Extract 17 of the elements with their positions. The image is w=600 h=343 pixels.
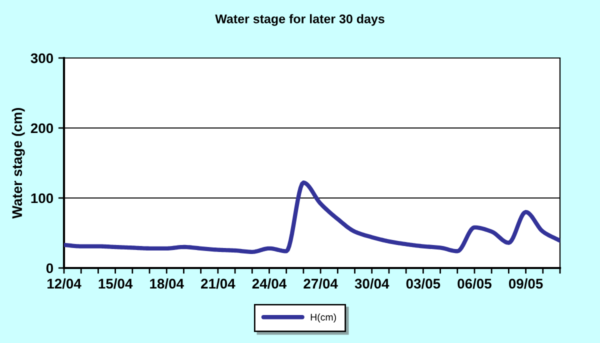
x-tick-label: 21/04 (201, 278, 236, 289)
y-tick-label: 200 (30, 123, 54, 134)
x-tick-label: 03/05 (406, 278, 440, 289)
x-tick-label: 27/04 (304, 278, 338, 289)
legend-label: H(cm) (310, 313, 336, 323)
x-tick-label: 12/04 (48, 278, 82, 289)
y-axis-title: Water stage (cm) (12, 108, 25, 219)
chart-title: Water stage for later 30 days (215, 14, 384, 26)
x-tick-label: 06/05 (458, 278, 492, 289)
x-tick-label: 09/05 (508, 278, 543, 289)
x-tick-label: 30/04 (354, 278, 390, 289)
x-tick-label: 24/04 (252, 278, 287, 289)
y-tick-label: 0 (46, 263, 54, 274)
y-tick-label: 100 (31, 193, 54, 204)
y-tick-label: 300 (30, 53, 54, 64)
x-tick-label: 15/04 (98, 278, 133, 289)
x-tick-label: 18/04 (150, 278, 184, 289)
